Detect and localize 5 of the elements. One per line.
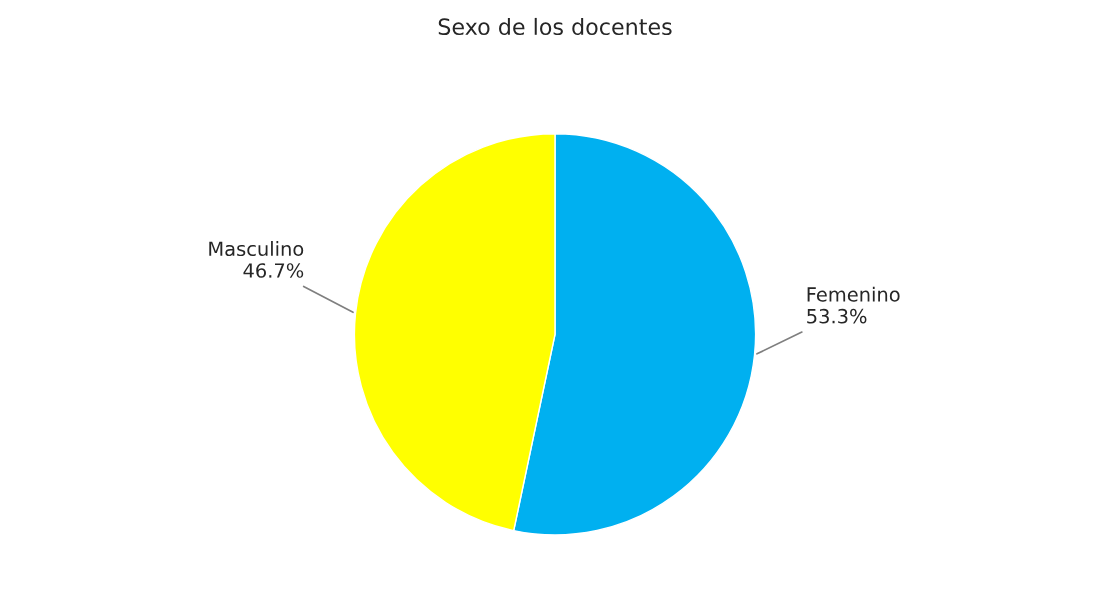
slice-label: Femenino	[807, 286, 900, 302]
slice-label: Masculino	[209, 241, 304, 257]
chart-title: Sexo de los docentes	[438, 17, 672, 36]
data-label: 53.3%	[807, 308, 867, 324]
data-label: 46.7%	[243, 263, 304, 278]
